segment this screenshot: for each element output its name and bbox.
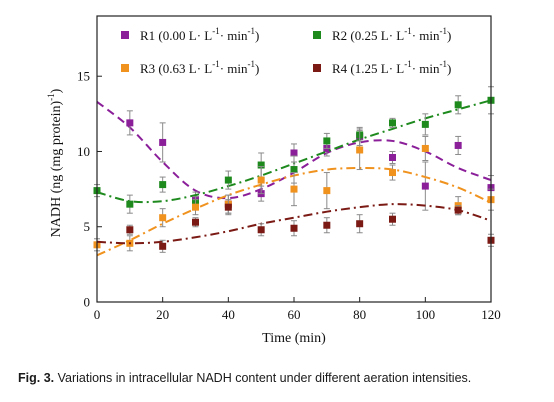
legend-marker	[121, 31, 129, 39]
data-point	[192, 203, 199, 211]
data-point	[323, 137, 331, 145]
legend-marker	[313, 64, 321, 72]
data-point	[421, 144, 429, 152]
legend-label: R1 (0.00 L· L-1· min-1)	[140, 26, 259, 43]
data-point	[421, 182, 429, 190]
data-point	[356, 146, 364, 154]
data-point	[257, 176, 265, 184]
series-4	[96, 199, 495, 253]
data-point	[454, 141, 462, 149]
data-point	[159, 181, 167, 189]
data-point	[224, 176, 232, 184]
data-point	[389, 169, 396, 177]
legend-entry-2: R2 (0.25 L· L-1· min-1)	[313, 26, 451, 43]
plot-area	[93, 86, 495, 257]
data-point	[257, 226, 265, 234]
data-point	[290, 224, 298, 232]
legend-label: R4 (1.25 L· L-1· min-1)	[332, 59, 451, 76]
data-point	[454, 101, 462, 109]
data-point	[126, 200, 134, 208]
y-axis-label: NADH (ng (mg protein)-1)	[46, 88, 64, 237]
x-tick-label: 40	[222, 307, 235, 322]
data-point	[224, 203, 232, 211]
data-point	[356, 220, 364, 228]
figure-caption: Fig. 3. Variations in intracellular NADH…	[18, 371, 548, 385]
x-tick-label: 120	[481, 307, 501, 322]
x-tick-label: 60	[288, 307, 301, 322]
legend: R1 (0.00 L· L-1· min-1) R2 (0.25 L· L-1· …	[121, 26, 451, 76]
data-point	[454, 206, 462, 214]
legend-entry-3: R3 (0.63 L· L-1· min-1)	[121, 59, 259, 76]
caption-text: Variations in intracellular NADH content…	[54, 371, 472, 385]
data-point	[159, 214, 167, 222]
x-tick-label: 100	[416, 307, 436, 322]
data-point	[159, 242, 167, 250]
data-point	[159, 138, 167, 146]
data-point	[126, 226, 134, 234]
data-point	[126, 119, 134, 127]
x-tick-label: 0	[94, 307, 101, 322]
data-point	[389, 153, 396, 161]
data-point	[290, 149, 298, 157]
series-1	[96, 101, 495, 214]
legend-label: R2 (0.25 L· L-1· min-1)	[332, 26, 451, 43]
data-point	[421, 120, 429, 128]
axes: 0 20 40 60 80 100 120 0 5 10 15 Time (min) NADH (ng …	[46, 15, 501, 346]
data-point	[323, 187, 331, 195]
legend-marker	[313, 31, 321, 39]
y-tick-label: 5	[84, 219, 91, 234]
data-point	[290, 166, 298, 174]
x-axis-label: Time (min)	[262, 331, 326, 346]
caption-label: Fig. 3.	[18, 371, 55, 385]
data-point	[290, 185, 298, 193]
data-point	[389, 215, 396, 223]
x-tick-label: 20	[156, 307, 169, 322]
legend-marker	[121, 64, 129, 72]
data-point	[323, 221, 331, 229]
data-point	[389, 119, 396, 127]
legend-label: R3 (0.63 L· L-1· min-1)	[140, 59, 259, 76]
data-point	[192, 218, 199, 226]
y-tick-label: 10	[77, 144, 90, 159]
legend-entry-1: R1 (0.00 L· L-1· min-1)	[121, 26, 259, 43]
y-tick-label: 0	[84, 295, 91, 310]
y-tick-label: 15	[77, 69, 90, 84]
x-tick-label: 80	[353, 307, 366, 322]
data-point	[257, 161, 265, 169]
legend-entry-4: R4 (1.25 L· L-1· min-1)	[313, 59, 451, 76]
